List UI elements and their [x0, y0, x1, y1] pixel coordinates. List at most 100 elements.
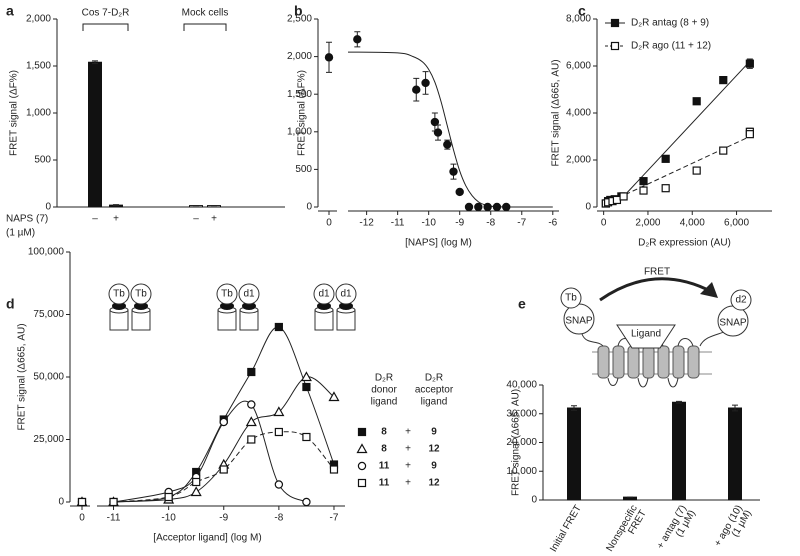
legend-label: D₂R ago (11 + 12) — [631, 41, 711, 52]
marker — [328, 391, 340, 402]
fluorophore-label: d1 — [340, 289, 352, 300]
y-tick-label: 8,000 — [566, 14, 591, 25]
marker — [357, 427, 367, 437]
group-bracket — [82, 23, 129, 31]
y-tick-label: 20,000 — [506, 437, 537, 448]
trend-line — [603, 136, 751, 206]
legend-donor: 11 — [379, 478, 390, 489]
legend-label: D₂R antag (8 + 9) — [631, 18, 709, 29]
fit-curve — [347, 51, 553, 208]
marker — [274, 322, 283, 332]
y-tick-label: 1,000 — [26, 108, 51, 119]
x-axis-label: [Acceptor ligand] (log M) — [153, 533, 261, 544]
marker — [430, 117, 440, 127]
series-line — [113, 376, 335, 503]
fluorophore-label: Tb — [113, 289, 125, 300]
panel-letter: c — [578, 3, 586, 19]
y-tick-label: 0 — [531, 495, 537, 506]
marker — [661, 184, 670, 193]
receptor-schematic: FRET Ligand Tb SNAP d2 SNAP — [560, 267, 752, 388]
y-tick-label: 0 — [45, 202, 51, 213]
donor-label: Tb — [565, 293, 577, 304]
fret-arrow — [599, 277, 713, 302]
x-tick-label: 0 — [326, 218, 332, 229]
fluorophore-label: d1 — [318, 289, 330, 300]
panel-letter: d — [6, 296, 15, 312]
x-tick-label: + — [211, 214, 217, 225]
marker — [619, 192, 628, 201]
legend-donor: 11 — [379, 461, 390, 472]
marker — [247, 367, 256, 377]
legend-acceptor: 12 — [428, 478, 440, 489]
fluorophore-label: d1 — [243, 289, 255, 300]
x-tick-label: -7 — [330, 513, 339, 524]
marker — [449, 167, 458, 176]
y-tick-label: 50,000 — [33, 372, 64, 383]
marker — [324, 53, 334, 62]
marker — [692, 97, 701, 106]
panel-letter: b — [294, 3, 303, 19]
donor — [560, 287, 582, 309]
legend-acceptor: 9 — [431, 461, 437, 472]
marker — [639, 186, 648, 195]
marker — [412, 85, 421, 94]
ligand-shape — [616, 324, 676, 349]
x-tick-label: -8 — [486, 218, 495, 229]
marker — [692, 166, 701, 175]
legend-header: ligand — [421, 397, 448, 408]
marker — [247, 400, 256, 409]
y-tick-label: 75,000 — [33, 309, 64, 320]
bound-ligand — [220, 302, 234, 310]
y-axis-label: FRET signal (ΔF%) — [9, 70, 20, 156]
x-axis-label: [NAPS] (log M) — [405, 238, 472, 249]
x-tick-label: -9 — [219, 513, 228, 524]
y-tick-label: 500 — [295, 164, 312, 175]
y-tick-label: 100,000 — [28, 247, 65, 258]
legend-join: + — [405, 478, 411, 489]
legend-header: acceptor — [415, 385, 454, 396]
bar — [88, 61, 102, 208]
x-tick-label: -8 — [274, 513, 283, 524]
legend-join: + — [405, 461, 411, 472]
panel-letter: e — [518, 296, 526, 312]
error-bar — [732, 404, 738, 412]
marker — [302, 497, 311, 507]
y-axis-label: FRET signal (ΔF%) — [297, 70, 308, 156]
x-tick-label: -7 — [517, 218, 526, 229]
marker — [300, 371, 312, 382]
marker — [464, 202, 474, 212]
x-tick-label: 0 — [601, 218, 607, 229]
bound-ligand — [112, 302, 126, 310]
fluorophore — [335, 283, 357, 305]
ligand-label: Ligand — [631, 329, 661, 340]
legend-join: + — [405, 427, 411, 438]
marker — [719, 75, 728, 85]
legend-header: D₂R — [375, 373, 393, 384]
marker — [302, 382, 311, 392]
acceptor — [730, 289, 752, 311]
marker — [612, 195, 622, 205]
y-tick-label: 1,500 — [26, 61, 51, 72]
series-line — [113, 326, 335, 503]
x-tick-label: -11 — [391, 218, 405, 229]
y-tick-label: 0 — [585, 202, 591, 213]
error-bar — [113, 204, 119, 207]
error-bar — [92, 60, 98, 65]
x-tick-label: -10 — [161, 513, 176, 524]
marker — [274, 427, 283, 437]
marker — [329, 465, 339, 474]
legend-header: donor — [371, 385, 397, 396]
legend-donor: 8 — [381, 444, 387, 455]
bound-ligand — [242, 302, 256, 310]
fret-label: FRET — [644, 267, 670, 278]
group-bracket — [183, 23, 227, 31]
legend-acceptor: 12 — [428, 444, 440, 455]
marker — [357, 461, 367, 471]
y-tick-label: 10,000 — [506, 466, 537, 477]
fluorophore — [216, 283, 238, 305]
y-tick-label: 500 — [34, 155, 51, 166]
snap-label: SNAP — [719, 318, 747, 329]
y-tick-label: 40,000 — [506, 380, 537, 391]
marker — [610, 41, 620, 51]
group-label: Cos 7-D₂R — [82, 8, 130, 19]
